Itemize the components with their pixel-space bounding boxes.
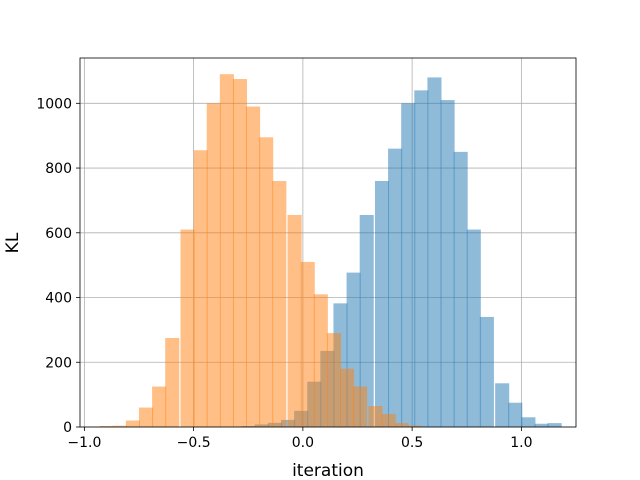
histogram-bar — [359, 214, 374, 427]
histogram-bar — [165, 337, 180, 427]
histogram-bar — [508, 402, 523, 427]
histogram-bar — [453, 151, 468, 428]
histogram-bar — [340, 368, 355, 427]
histogram-bar — [353, 386, 368, 427]
y-tick-label: 200 — [45, 355, 72, 371]
x-axis-ticks: −1.0 −0.5 0.0 0.5 1.0 — [67, 427, 533, 451]
histogram-bar — [381, 414, 396, 427]
histogram-bar — [193, 150, 208, 427]
histogram-bar — [534, 423, 549, 427]
histogram-bar — [495, 383, 510, 427]
histogram-series-2 — [99, 74, 422, 428]
histogram-bar — [99, 426, 114, 427]
histogram-bar — [388, 148, 403, 427]
y-tick-label: 600 — [45, 226, 72, 242]
histogram-bar — [521, 417, 536, 427]
histogram-bars — [99, 74, 562, 428]
y-axis-label: KL — [3, 232, 23, 253]
histogram-bar — [394, 423, 409, 427]
histogram-bar — [440, 100, 455, 427]
histogram-bar — [414, 90, 429, 428]
histogram-bar — [374, 181, 390, 427]
histogram-bar — [326, 333, 341, 427]
y-tick-label: 1000 — [36, 96, 72, 112]
x-tick-label: 1.0 — [510, 435, 532, 451]
y-axis-ticks: 0 200 400 600 800 1000 — [36, 96, 80, 436]
y-tick-label: 800 — [45, 161, 72, 177]
plot-frame — [79, 57, 577, 428]
histogram-bar — [152, 386, 167, 427]
histogram-bar — [287, 214, 302, 427]
histogram-bar — [368, 405, 383, 427]
histogram-bar — [125, 420, 140, 427]
x-tick-label: 0.5 — [401, 435, 423, 451]
histogram-bar — [112, 425, 127, 427]
y-tick-label: 0 — [63, 420, 72, 436]
y-tick-label: 400 — [45, 291, 72, 307]
histogram-bar — [272, 181, 287, 427]
histogram-bar — [219, 74, 234, 428]
histogram-bar — [259, 137, 274, 428]
histogram-bar — [313, 294, 328, 427]
histogram-bar — [427, 77, 442, 427]
histogram-bar — [401, 103, 416, 427]
histogram-bar — [300, 261, 315, 427]
histogram-bar — [246, 106, 261, 427]
histogram-bar — [206, 103, 221, 427]
histogram-bar — [138, 407, 154, 427]
histogram-bar — [466, 229, 481, 427]
histogram-bar — [479, 316, 494, 427]
x-tick-label: 0.0 — [292, 435, 314, 451]
histogram-bar — [232, 79, 248, 427]
x-axis-label: iteration — [292, 461, 364, 480]
histogram-bar — [180, 229, 195, 427]
histogram-bar — [547, 423, 562, 427]
x-tick-label: −1.0 — [67, 435, 101, 451]
x-tick-label: −0.5 — [177, 435, 211, 451]
histogram-bar — [407, 425, 422, 427]
